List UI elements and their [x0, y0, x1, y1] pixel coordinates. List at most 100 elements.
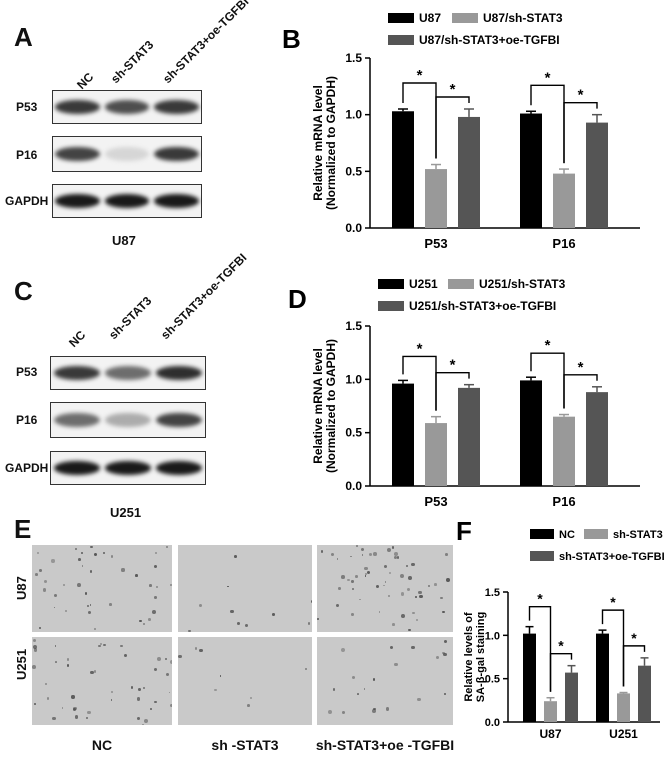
stained-cell — [42, 588, 46, 592]
legend-swatch — [388, 13, 414, 23]
western-blot-c-gapdh — [50, 451, 206, 485]
stained-cell — [111, 690, 114, 693]
stained-cell — [87, 604, 90, 607]
micrograph-u251-sh-stat3-oe-tgfbi — [317, 637, 453, 725]
stained-cell — [154, 700, 157, 704]
panel-letter: F — [456, 516, 472, 546]
stained-cell — [419, 594, 423, 599]
stained-cell — [336, 557, 339, 560]
stained-cell — [157, 657, 161, 662]
stained-cell — [230, 610, 234, 614]
stained-cell — [54, 645, 57, 647]
stained-cell — [194, 647, 197, 650]
bar — [544, 701, 557, 722]
bar — [520, 113, 542, 228]
stained-cell — [66, 664, 70, 667]
stained-cell — [153, 564, 157, 569]
stained-cell — [65, 609, 68, 612]
lane-label-sh-stat3: sh-STAT3 — [108, 37, 157, 86]
stained-cell — [150, 708, 153, 710]
y-tick-label: 1.5 — [485, 587, 500, 599]
stained-cell — [139, 619, 142, 622]
bar — [392, 111, 414, 228]
western-blot-c-p16 — [50, 402, 206, 438]
stained-cell — [428, 585, 431, 588]
panel-letter: B — [282, 24, 301, 54]
stained-cell — [86, 716, 89, 719]
stained-cell — [392, 623, 395, 626]
stained-cell — [383, 565, 388, 569]
significance-star: * — [631, 630, 637, 646]
stained-cell — [74, 547, 77, 550]
stained-cell — [110, 699, 113, 701]
stained-cell — [168, 691, 171, 694]
x-category-label: P16 — [552, 236, 575, 251]
stained-cell — [55, 661, 58, 664]
stained-cell — [406, 565, 409, 568]
significance-star: * — [578, 87, 584, 104]
stained-cell — [347, 578, 350, 582]
stained-cell — [373, 552, 377, 556]
panel-a-letter: A — [14, 22, 33, 52]
micrograph-u87-nc — [32, 545, 172, 632]
lane-label-nc: NC — [74, 69, 97, 92]
significance-star: * — [537, 591, 543, 607]
bar — [586, 392, 608, 486]
stained-cell — [389, 645, 394, 649]
blot-band — [154, 194, 199, 208]
stained-cell — [411, 645, 415, 650]
stained-cell — [445, 552, 449, 556]
y-axis-label: Relative mRNA level(Normalized to GAPDH) — [311, 76, 338, 210]
stained-cell — [109, 603, 112, 606]
legend-swatch — [584, 529, 608, 539]
significance-bracket — [528, 605, 552, 692]
bar — [425, 169, 447, 228]
stained-cell — [152, 610, 157, 614]
stained-cell — [328, 709, 333, 714]
significance-star: * — [578, 359, 584, 376]
row-label-p16: P16 — [16, 148, 38, 162]
stained-cell — [399, 574, 404, 578]
stained-cell — [87, 711, 91, 715]
y-axis-label: Relative levels ofSA-β-gal staining — [463, 612, 487, 702]
stained-cell — [81, 551, 84, 555]
stained-cell — [219, 674, 222, 677]
panel-c-letter: C — [14, 276, 33, 306]
stained-cell — [244, 623, 248, 627]
blot-band — [156, 366, 203, 380]
stained-cell — [88, 611, 92, 615]
y-tick-label: 1.5 — [345, 51, 362, 65]
stained-cell — [351, 579, 354, 583]
y-axis-label: Relative mRNA level(Normalized to GAPDH) — [311, 339, 338, 473]
cell-line-caption-u87: U87 — [112, 233, 136, 248]
stained-cell — [359, 598, 361, 601]
stained-cell — [137, 716, 141, 720]
stained-cell — [360, 547, 364, 551]
bar-chart-b: B U87 U87/sh-STAT3 U87/sh-STAT3+oe-TGFBI 0.0… — [282, 11, 640, 251]
stained-cell — [394, 555, 398, 559]
blot-band — [55, 146, 100, 162]
stained-cell — [155, 585, 158, 589]
stained-cell — [364, 575, 367, 577]
y-tick-label: 0.5 — [345, 426, 362, 440]
legend-swatch — [448, 279, 474, 289]
blot-band — [154, 100, 199, 114]
micrograph-u87-sh-stat3-oe-tgfbi — [317, 545, 453, 632]
stained-cell — [442, 610, 445, 614]
stained-cell — [332, 687, 336, 691]
significance-star: * — [450, 81, 456, 98]
stained-cell — [143, 718, 148, 723]
stained-cell — [165, 545, 169, 548]
stained-cell — [351, 612, 354, 616]
stained-cell — [121, 568, 125, 572]
stained-cell — [396, 556, 399, 559]
micrograph-u87-sh-stat3 — [178, 545, 312, 632]
stained-cell — [355, 545, 359, 548]
significance-bracket — [563, 101, 598, 164]
row-label-gapdh: GAPDH — [5, 461, 49, 475]
bar — [520, 380, 542, 486]
bar — [617, 693, 630, 722]
stained-cell — [435, 656, 439, 660]
stained-cell — [371, 709, 376, 714]
row-label-gapdh: GAPDH — [5, 194, 49, 208]
